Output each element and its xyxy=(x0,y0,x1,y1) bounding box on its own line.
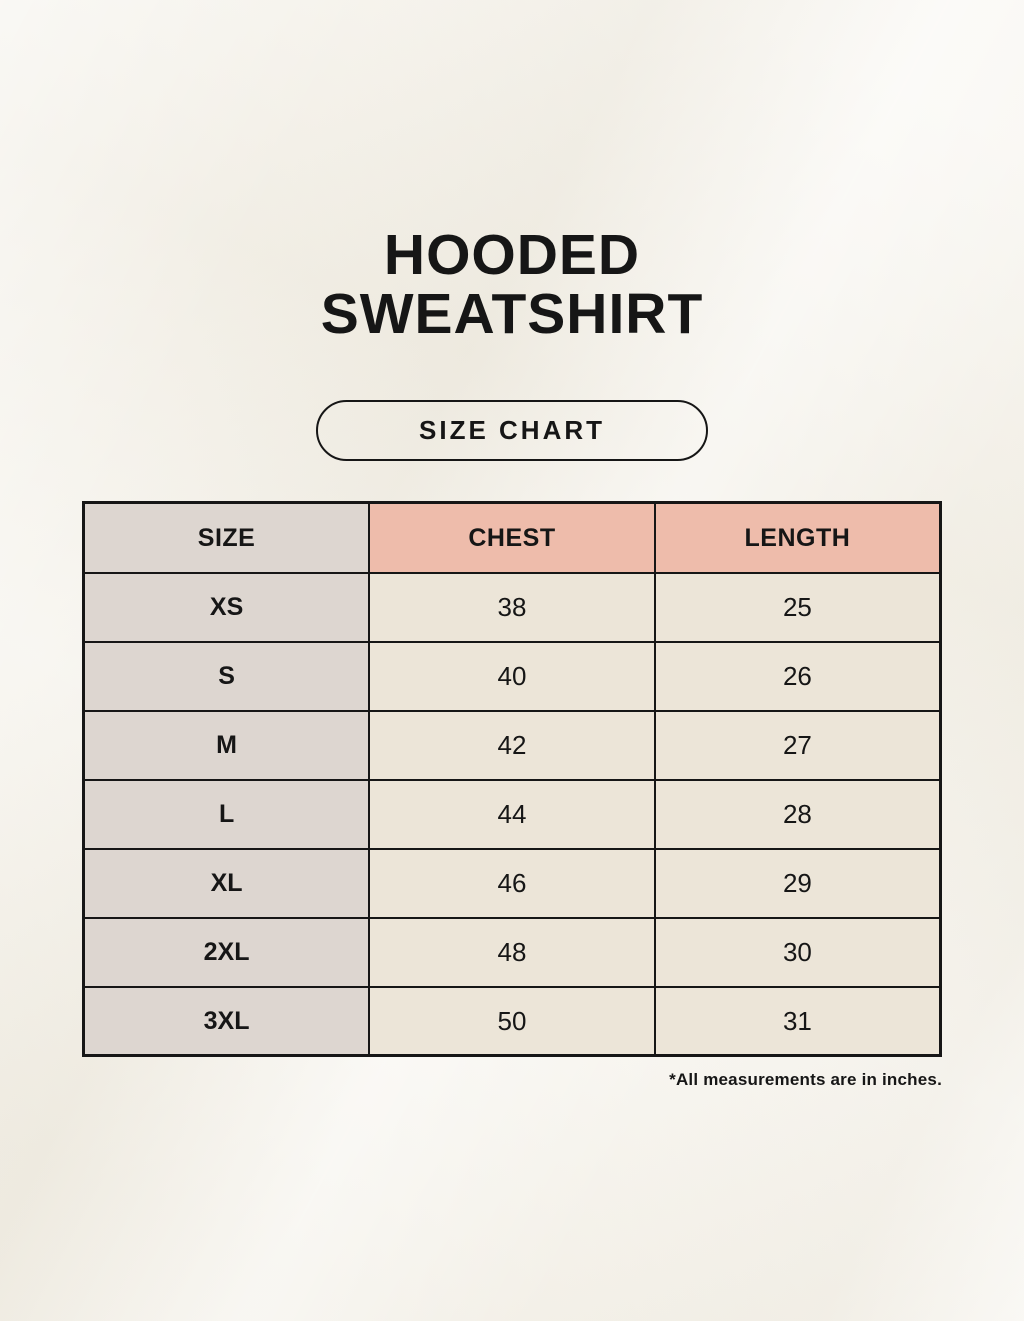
table-row: XL 46 29 xyxy=(82,847,942,919)
measurements-footnote: *All measurements are in inches. xyxy=(669,1070,942,1090)
table-header-row: SIZE CHEST LENGTH xyxy=(82,501,942,574)
table-row: XS 38 25 xyxy=(82,571,942,643)
length-value: 28 xyxy=(653,778,942,850)
column-header-size: SIZE xyxy=(82,501,371,574)
length-value: 31 xyxy=(653,985,942,1057)
size-label: 3XL xyxy=(82,985,371,1057)
table-row: L 44 28 xyxy=(82,778,942,850)
size-label: 2XL xyxy=(82,916,371,988)
length-value: 29 xyxy=(653,847,942,919)
table-row: S 40 26 xyxy=(82,640,942,712)
size-label: M xyxy=(82,709,371,781)
length-value: 26 xyxy=(653,640,942,712)
table-row: 3XL 50 31 xyxy=(82,985,942,1057)
page-title-line1: HOODED xyxy=(383,223,641,287)
size-label: XS xyxy=(82,571,371,643)
size-chart-table-container: SIZE CHEST LENGTH XS 38 25 S 40 26 M xyxy=(82,501,942,1058)
table-row: 2XL 48 30 xyxy=(82,916,942,988)
column-header-length: LENGTH xyxy=(653,501,942,574)
size-chart-table: SIZE CHEST LENGTH XS 38 25 S 40 26 M xyxy=(82,501,942,1058)
size-label: XL xyxy=(82,847,371,919)
page-title: HOODED SWEATSHIRT xyxy=(0,0,1024,343)
size-chart-button[interactable]: SIZE CHART xyxy=(316,400,708,462)
chest-value: 44 xyxy=(368,778,656,850)
length-value: 25 xyxy=(653,571,942,643)
chest-value: 38 xyxy=(368,571,656,643)
size-label: L xyxy=(82,778,371,850)
length-value: 27 xyxy=(653,709,942,781)
chest-value: 50 xyxy=(368,985,656,1057)
length-value: 30 xyxy=(653,916,942,988)
page-title-line2: SWEATSHIRT xyxy=(320,281,704,346)
chest-value: 46 xyxy=(368,847,656,919)
size-label: S xyxy=(82,640,371,712)
chest-value: 40 xyxy=(368,640,656,712)
table-row: M 42 27 xyxy=(82,709,942,781)
chest-value: 42 xyxy=(368,709,656,781)
column-header-chest: CHEST xyxy=(368,501,656,574)
chest-value: 48 xyxy=(368,916,656,988)
